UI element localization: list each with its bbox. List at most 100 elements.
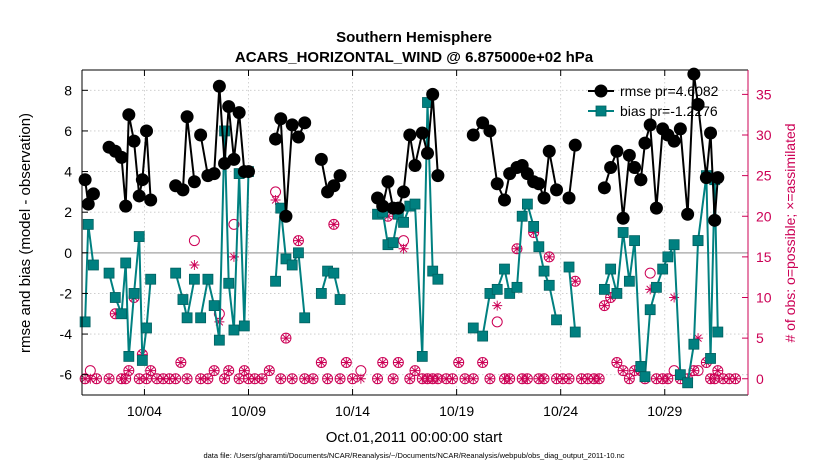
obs-assimilated-marker bbox=[355, 373, 366, 384]
obs-assimilated-marker bbox=[492, 300, 503, 311]
y-tick-label: -4 bbox=[60, 326, 73, 342]
rmse-point bbox=[691, 98, 705, 112]
obs-assimilated-marker bbox=[564, 373, 575, 384]
rmse-point bbox=[604, 161, 618, 174]
axes bbox=[81, 69, 749, 396]
obs-assimilated-marker bbox=[257, 373, 268, 384]
y2-tick-label: 5 bbox=[756, 330, 764, 346]
rmse-point bbox=[279, 209, 293, 223]
bias-point bbox=[280, 253, 292, 265]
obs-assimilated-marker bbox=[657, 373, 668, 384]
obs-possible-marker bbox=[228, 218, 240, 230]
data-file-footnote: data file: /Users/gharamti/Documents/NCA… bbox=[203, 451, 624, 460]
bias-point bbox=[88, 259, 99, 271]
rmse-point bbox=[119, 199, 133, 213]
y2-tick-label: 15 bbox=[756, 249, 772, 265]
bias-point bbox=[120, 257, 132, 269]
obs-assimilated-marker bbox=[517, 373, 528, 384]
obs-assimilated-marker bbox=[293, 235, 304, 246]
obs-assimilated-marker bbox=[219, 373, 230, 384]
obs-assimilated-marker bbox=[170, 373, 181, 384]
rmse-point bbox=[376, 199, 390, 213]
bias-point bbox=[688, 338, 700, 350]
rmse-point bbox=[194, 128, 208, 142]
bias-point bbox=[521, 198, 533, 210]
legend-rmse-label: rmse pr=4.6082 bbox=[620, 83, 719, 99]
bias-point bbox=[109, 292, 121, 303]
rmse-point bbox=[144, 193, 158, 207]
bias-point bbox=[334, 294, 346, 305]
obs-possible-marker bbox=[188, 235, 200, 247]
obs-assimilated-marker bbox=[618, 365, 629, 376]
rmse-point bbox=[681, 207, 695, 221]
bias-point bbox=[467, 322, 479, 334]
rmse-point bbox=[537, 191, 551, 205]
obs-assimilated-marker bbox=[594, 373, 605, 384]
chart-subtitle: ACARS_HORIZONTAL_WIND @ 6.875000e+02 hPa bbox=[235, 49, 594, 66]
rmse-series-line bbox=[568, 145, 577, 199]
bias-point bbox=[82, 218, 94, 230]
obs-assimilated-marker bbox=[322, 373, 333, 384]
rmse-point bbox=[327, 179, 341, 193]
bias-point bbox=[674, 369, 686, 381]
rmse-point bbox=[483, 124, 497, 138]
rmse-point bbox=[431, 169, 445, 183]
obs-assimilated-marker bbox=[202, 373, 213, 384]
bias-point bbox=[682, 377, 694, 389]
rmse-point bbox=[497, 193, 511, 207]
obs-assimilated-marker bbox=[398, 243, 409, 254]
obs-assimilated-marker bbox=[234, 373, 245, 384]
obs-assimilated-marker bbox=[651, 373, 662, 384]
rmse-point bbox=[597, 181, 611, 195]
obs-assimilated-marker bbox=[299, 373, 310, 384]
rmse-point bbox=[550, 183, 564, 197]
bias-point bbox=[170, 267, 182, 279]
rmse-point bbox=[291, 130, 305, 144]
rmse-point bbox=[176, 183, 190, 197]
bias-point bbox=[177, 294, 189, 305]
rmse-point bbox=[622, 148, 636, 162]
obs-assimilated-marker bbox=[588, 373, 599, 384]
y-tick-label: 4 bbox=[64, 164, 72, 180]
bias-point bbox=[543, 279, 555, 291]
rmse-point bbox=[222, 100, 236, 114]
bias-point bbox=[528, 221, 540, 232]
obs-assimilated-marker bbox=[528, 227, 539, 238]
obs-assimilated-marker bbox=[335, 373, 346, 384]
bias-point bbox=[657, 263, 669, 275]
obs-assimilated-marker bbox=[484, 373, 495, 384]
bias-point bbox=[617, 227, 629, 238]
rmse-point bbox=[667, 134, 681, 148]
obs-assimilated-marker bbox=[308, 373, 319, 384]
bias-point bbox=[181, 312, 193, 324]
obs-assimilated-marker bbox=[441, 373, 452, 384]
obs-assimilated-marker bbox=[724, 373, 735, 384]
obs-assimilated-marker bbox=[422, 373, 433, 384]
bias-point bbox=[639, 371, 651, 383]
rmse-point bbox=[562, 191, 576, 205]
rmse-point bbox=[426, 87, 440, 101]
rmse-point bbox=[232, 106, 246, 120]
rmse-point bbox=[180, 110, 194, 124]
rmse-point bbox=[187, 175, 201, 189]
bias-point bbox=[195, 312, 207, 324]
bias-point bbox=[651, 281, 662, 293]
obs-assimilated-marker bbox=[730, 373, 741, 384]
bias-point bbox=[477, 330, 489, 342]
rmse-point bbox=[466, 128, 480, 142]
bias-point bbox=[128, 288, 140, 299]
rmse-point bbox=[207, 167, 221, 181]
obs-assimilated-marker bbox=[709, 373, 720, 384]
obs-assimilated-marker bbox=[410, 365, 420, 376]
bias-point bbox=[223, 277, 235, 289]
obs-assimilated-marker bbox=[175, 357, 186, 368]
rmse-point bbox=[135, 173, 149, 187]
obs-assimilated-marker bbox=[158, 373, 169, 384]
rmse-point bbox=[634, 173, 648, 187]
obs-assimilated-marker bbox=[287, 373, 298, 384]
bias-point bbox=[563, 261, 575, 273]
obs-assimilated-marker bbox=[504, 373, 515, 384]
rmse-point bbox=[490, 177, 504, 191]
rmse-point bbox=[542, 144, 556, 158]
rmse-point bbox=[708, 213, 722, 227]
